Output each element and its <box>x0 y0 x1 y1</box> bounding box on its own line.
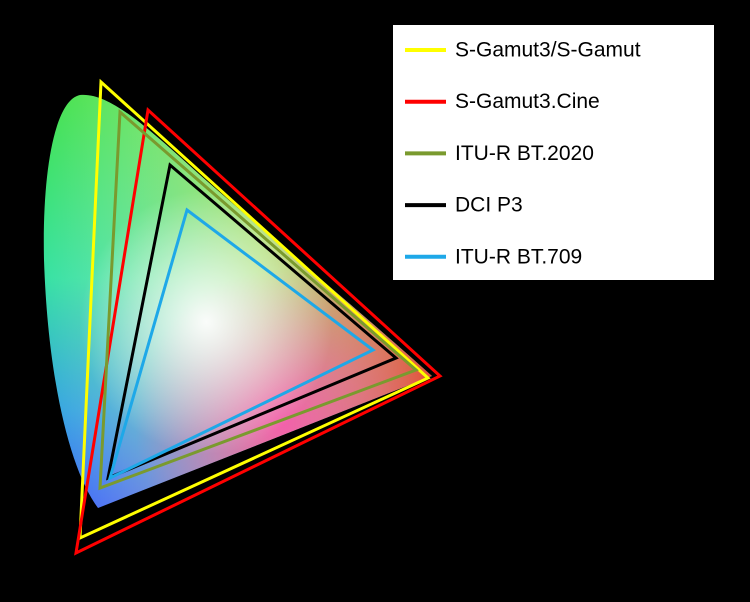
legend-label: S-Gamut3.Cine <box>455 90 600 113</box>
legend-label: S-Gamut3/S-Gamut <box>455 39 641 62</box>
gamut-triangle <box>78 78 431 541</box>
legend-box <box>393 25 714 280</box>
legend-label: ITU-R BT.709 <box>455 245 582 268</box>
gamut-triangle <box>105 162 399 481</box>
gamut-triangle <box>74 107 443 556</box>
gamut-triangles <box>74 78 443 556</box>
gamut-triangle <box>107 207 376 481</box>
legend-label: DCI P3 <box>455 194 523 217</box>
legend: S-Gamut3/S-Gamut S-Gamut3.Cine ITU-R BT.20… <box>405 39 641 268</box>
gamut-triangle <box>98 108 419 491</box>
legend-label: ITU-R BT.2020 <box>455 142 594 165</box>
